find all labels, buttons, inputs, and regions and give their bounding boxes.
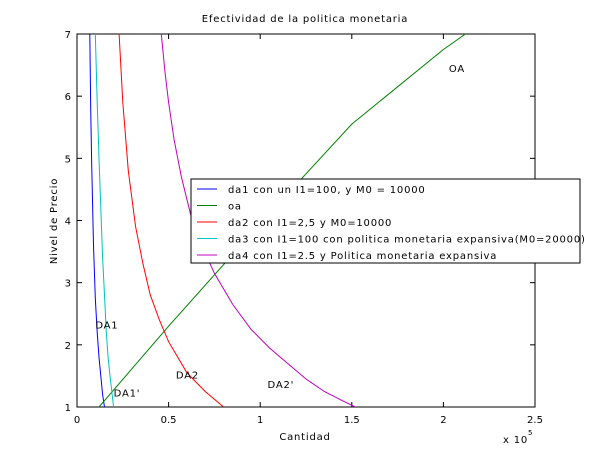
x-axis-label: Cantidad — [279, 432, 330, 443]
chart-title: Efectividad de la politica monetaria — [202, 14, 408, 25]
y-tick-label: 5 — [65, 154, 71, 165]
series-line-1 — [89, 34, 105, 407]
x-tick-label: 2.5 — [527, 415, 543, 426]
legend-entry-4: da3 con I1=100 con politica monetaria ex… — [228, 235, 586, 246]
annotation-label: DA2 — [176, 371, 199, 382]
y-tick-label: 4 — [65, 217, 71, 228]
y-axis: 1 2 3 4 5 6 7 — [65, 30, 535, 414]
series-lines — [89, 34, 466, 407]
y-tick-label: 3 — [65, 279, 71, 290]
x-tick-label: 0.5 — [161, 415, 177, 426]
series-line-3 — [118, 34, 224, 407]
annotations: OA DA1 DA1' DA2 DA2' — [95, 64, 465, 400]
x-tick-label: 2 — [440, 415, 446, 426]
x-axis-multiplier-exponent: 5 — [528, 429, 532, 437]
legend-entry-1: da1 con un I1=100, y M0 = 10000 — [228, 185, 426, 196]
x-tick-label: 1.5 — [344, 415, 360, 426]
y-axis-label: Nivel de Precio — [49, 178, 60, 264]
x-tick-label: 0 — [74, 415, 80, 426]
legend-entry-5: da4 con I1=2.5 y Politica monetaria expa… — [228, 251, 497, 262]
x-axis: 0 0.5 1 1.5 2 2.5 — [74, 34, 543, 426]
y-tick-label: 7 — [65, 30, 71, 41]
series-line-2 — [98, 34, 466, 407]
legend-box — [190, 178, 581, 264]
legend-entry-3: da2 con I1=2,5 y M0=10000 — [228, 218, 392, 229]
annotation-label: DA1' — [114, 389, 141, 400]
annotation-label: OA — [449, 64, 465, 75]
series-line-5 — [160, 34, 356, 407]
y-tick-label: 6 — [65, 92, 71, 103]
y-tick-label: 1 — [65, 403, 71, 414]
y-tick-label: 2 — [65, 341, 71, 352]
series-line-4 — [94, 34, 115, 407]
x-tick-label: 1 — [257, 415, 263, 426]
legend: da1 con un I1=100, y M0 = 10000 oa da2 con… — [190, 178, 586, 264]
legend-entry-2: oa — [228, 202, 242, 213]
annotation-label: DA2' — [268, 380, 295, 391]
annotation-label: DA1 — [95, 320, 118, 331]
x-axis-multiplier: x 10 — [503, 435, 528, 446]
